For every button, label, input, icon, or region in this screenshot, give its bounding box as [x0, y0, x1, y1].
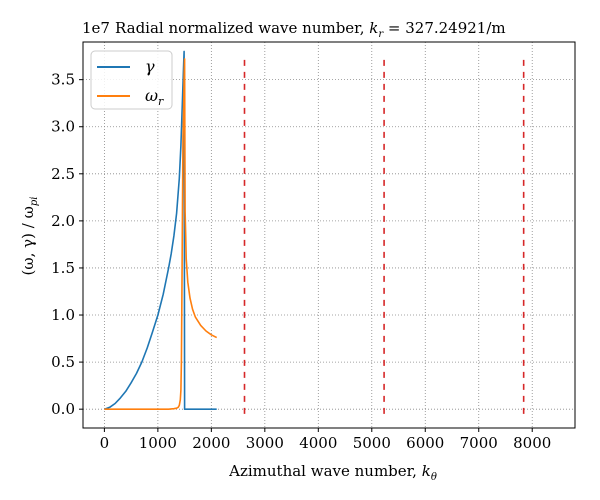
x-tick-label: 2000 [192, 434, 230, 452]
legend-label-omega-r: ωr [145, 86, 164, 108]
x-tick-label: 7000 [460, 434, 498, 452]
chart-title: Radial normalized wave number, kr = 327.… [115, 19, 506, 40]
y-tick-label: 2.5 [51, 165, 75, 183]
legend: γ ωr [90, 50, 173, 110]
x-axis-label-text: Azimuthal wave number, [228, 462, 422, 480]
y-offset-text: 1e7 [82, 19, 110, 37]
y-tick-label: 0.0 [51, 400, 75, 418]
x-axis-label: Azimuthal wave number, kθ [228, 462, 437, 483]
x-axis-label-k: k [422, 462, 431, 480]
chart-title-prefix: Radial normalized wave number, [115, 19, 369, 37]
x-tick-label: 8000 [513, 434, 551, 452]
y-tick-label: 1.5 [51, 259, 75, 277]
y-tick-label: 2.0 [51, 212, 75, 230]
x-tick-label: 6000 [406, 434, 444, 452]
series-lines [104, 50, 218, 411]
y-axis-label-sub: pi [29, 197, 40, 207]
chart-title-k: k [369, 19, 378, 37]
y-tick-label: 1.0 [51, 306, 75, 324]
y-axis-label-text: (ω, γ) / ω [19, 206, 37, 275]
chart-title-rest: = 327.24921/m [383, 19, 506, 37]
series-line-gamma [104, 50, 217, 411]
ticks: 0 1000 2000 3000 4000 5000 6000 7000 8000 0.0 0.5 1… [51, 71, 551, 452]
y-axis-label: (ω, γ) / ωpi [19, 197, 40, 276]
x-tick-label: 5000 [353, 434, 391, 452]
series-line-omega-r [104, 58, 218, 411]
x-tick-label: 4000 [299, 434, 337, 452]
x-axis-label-k-sub: θ [431, 472, 437, 483]
y-tick-label: 0.5 [51, 353, 75, 371]
y-tick-label: 3.5 [51, 71, 75, 89]
legend-box [90, 50, 173, 110]
chart-title-k-sub: r [378, 29, 384, 40]
x-tick-label: 1000 [139, 434, 177, 452]
x-tick-label: 0 [100, 434, 110, 452]
plot-frame [82, 41, 576, 429]
y-tick-label: 3.0 [51, 118, 75, 136]
x-tick-label: 3000 [246, 434, 284, 452]
legend-label-gamma: γ [145, 57, 155, 76]
